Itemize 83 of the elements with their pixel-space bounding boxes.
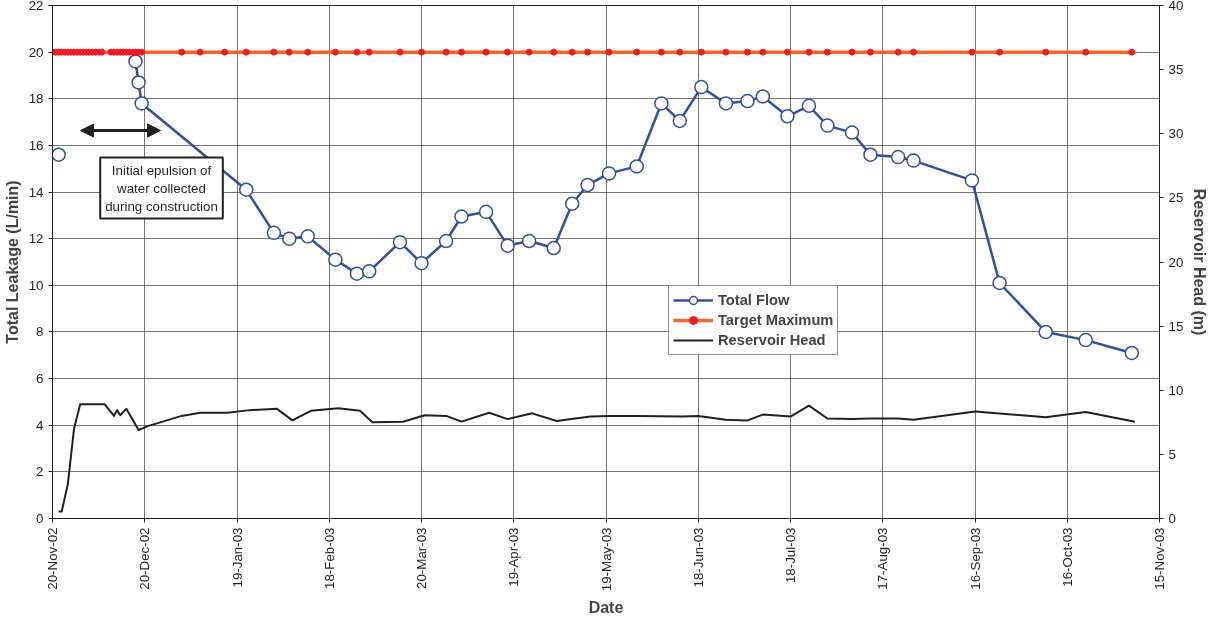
x-tick-label: 20-Mar-03 xyxy=(414,527,429,589)
y2-axis-title: Reservoir Head (m) xyxy=(1191,188,1209,336)
y2-tick-label: 5 xyxy=(1168,446,1176,462)
point xyxy=(392,234,408,250)
point xyxy=(863,147,878,162)
y-tick-label: 22 xyxy=(28,0,44,13)
point xyxy=(282,231,297,246)
x-tick-label: 20-Nov-02 xyxy=(45,527,60,590)
point xyxy=(801,98,817,114)
point xyxy=(546,240,561,256)
y2-tick-label: 40 xyxy=(1168,0,1184,13)
x-tick-label: 18-Jun-03 xyxy=(690,527,706,588)
legend-label: Target Maximum xyxy=(718,312,834,328)
point xyxy=(740,93,755,109)
line-series xyxy=(57,403,1136,513)
annotation: Initial epulsion of water collected during construction xyxy=(105,162,218,214)
point xyxy=(992,275,1007,291)
x-axis-title: Date xyxy=(588,599,624,617)
point xyxy=(654,96,669,111)
point xyxy=(906,153,921,168)
point xyxy=(564,196,580,211)
y2-tick-label: 0 xyxy=(1168,511,1176,526)
point xyxy=(521,233,537,249)
y-tick-label: 18 xyxy=(28,91,44,107)
point xyxy=(601,166,617,181)
x-tick-label: 18-Jul-03 xyxy=(783,527,798,584)
x-tick-label: 19-May-03 xyxy=(598,527,614,592)
point xyxy=(672,113,688,129)
y-tick-label: 16 xyxy=(28,137,44,153)
x-tick-label: 16-Sep-03 xyxy=(967,527,983,590)
y-tick-label: 4 xyxy=(36,417,45,433)
y-tick-label: 0 xyxy=(36,511,44,526)
point xyxy=(890,149,906,165)
x-tick-label: 18-Feb-03 xyxy=(321,527,337,589)
point xyxy=(694,79,709,95)
point xyxy=(266,225,282,241)
point xyxy=(629,159,644,174)
point xyxy=(478,204,494,220)
point xyxy=(844,125,860,140)
y-tick-label: 6 xyxy=(36,371,44,387)
point xyxy=(438,233,454,249)
legend-label: Reservoir Head xyxy=(718,332,826,348)
y-axis-title: Total Leakage (L/min) xyxy=(3,180,21,344)
x-tick-label: 15-Nov-03 xyxy=(1152,527,1167,590)
y2-tick-label: 25 xyxy=(1168,190,1184,206)
point xyxy=(755,89,771,104)
point xyxy=(580,177,595,193)
point xyxy=(414,255,429,271)
point xyxy=(134,96,149,111)
y2-tick-label: 30 xyxy=(1168,126,1184,142)
y-tick-label: 12 xyxy=(28,231,44,247)
point xyxy=(52,147,66,162)
y-tick-label: 20 xyxy=(28,44,44,60)
point xyxy=(780,109,795,124)
legend-label: Total Flow xyxy=(718,292,790,308)
point xyxy=(1078,332,1093,348)
point xyxy=(964,173,980,188)
x-tick-label: 19-Jan-03 xyxy=(229,527,245,588)
x-tick-label: 20-Dec-02 xyxy=(137,527,153,590)
y2-tick-label: 10 xyxy=(1168,382,1184,398)
point xyxy=(820,118,835,133)
point xyxy=(131,75,146,90)
x-tick-label: 19-Apr-03 xyxy=(506,527,522,587)
point xyxy=(500,238,515,253)
point xyxy=(328,252,343,267)
y2-tick-label: 35 xyxy=(1168,62,1184,78)
y-tick-label: 10 xyxy=(28,277,44,293)
point xyxy=(349,266,365,281)
point xyxy=(361,264,377,279)
point xyxy=(238,182,254,197)
point xyxy=(300,229,315,244)
y-tick-label: 14 xyxy=(28,184,45,200)
y2-tick-label: 20 xyxy=(1168,254,1184,270)
point xyxy=(718,96,734,111)
point xyxy=(1124,345,1140,361)
point xyxy=(1038,324,1053,340)
y2-tick-label: 15 xyxy=(1168,318,1184,334)
x-tick-label: 16-Oct-03 xyxy=(1059,527,1075,587)
point xyxy=(128,54,143,69)
y-tick-label: 2 xyxy=(36,464,44,480)
y-tick-label: 8 xyxy=(36,324,44,340)
x-tick-label: 17-Aug-03 xyxy=(875,527,891,590)
point xyxy=(454,209,469,224)
